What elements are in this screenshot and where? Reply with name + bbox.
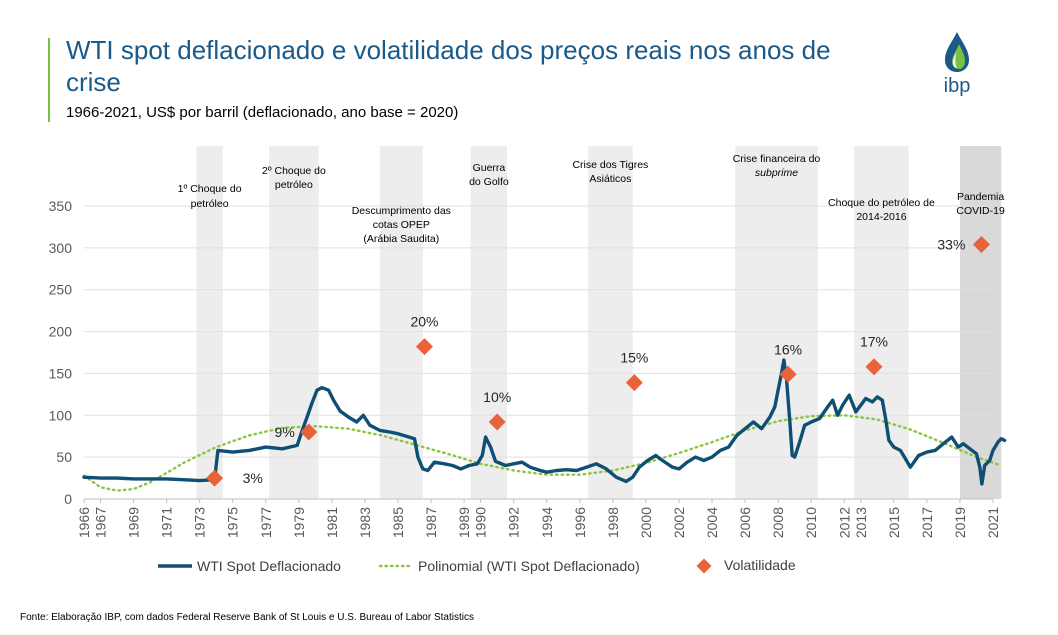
legend-vol-swatch: [696, 558, 712, 574]
legend-wti-label: WTI Spot Deflacionado: [197, 558, 341, 574]
crisis-band-label: COVID-19: [956, 205, 1005, 217]
volatility-marker: [488, 413, 506, 431]
logo-text: ibp: [944, 75, 971, 96]
y-tick-label: 200: [49, 324, 73, 340]
volatility-label: 15%: [620, 350, 648, 366]
crisis-band-label: subprime: [755, 167, 798, 179]
x-tick-label: 2021: [985, 507, 1001, 538]
drop-icon-white: [953, 52, 957, 68]
x-tick-label: 2017: [919, 507, 935, 538]
volatility-marker: [865, 358, 883, 376]
crisis-band-label: Asiáticos: [589, 173, 631, 185]
crisis-band: [735, 146, 818, 499]
crisis-band-label: 2014-2016: [856, 211, 906, 223]
volatility-label: 16%: [774, 341, 802, 357]
crisis-band: [588, 146, 633, 499]
x-tick-label: 2015: [886, 507, 902, 538]
x-tick-label: 2006: [737, 507, 753, 538]
volatility-label: 17%: [860, 334, 888, 350]
crisis-band-label: Pandemia: [957, 191, 1004, 203]
volatility-marker: [625, 374, 643, 392]
page-subtitle: 1966-2021, US$ por barril (deflacionado,…: [66, 104, 459, 121]
crisis-band-label: 1º Choque do: [178, 183, 242, 195]
page-title: WTI spot deflacionado e volatilidade dos…: [66, 35, 831, 97]
x-tick-label: 1992: [506, 507, 522, 538]
volatility-marker: [206, 469, 224, 487]
x-tick-label: 2002: [671, 507, 687, 538]
x-tick-label: 2012: [836, 507, 852, 538]
x-tick-label: 1987: [423, 507, 439, 538]
volatility-label: 33%: [937, 237, 965, 253]
crisis-band-label: Crise financeira do: [733, 153, 821, 165]
volatility-marker: [300, 423, 318, 441]
x-tick-label: 1989: [456, 507, 472, 538]
x-tick-label: 1996: [572, 507, 588, 538]
wti-spot-line: [82, 358, 1007, 486]
volatility-label: 3%: [243, 470, 263, 486]
x-tick-label: 1977: [258, 507, 274, 538]
y-tick-label: 150: [49, 365, 73, 381]
x-tick-label: 1983: [357, 507, 373, 538]
y-tick-label: 350: [49, 198, 73, 214]
x-tick-label: 1981: [324, 507, 340, 538]
x-tick-label: 2019: [952, 507, 968, 538]
x-tick-label: 2010: [803, 507, 819, 538]
y-tick-label: 300: [49, 240, 73, 256]
ibp-logo: ibp: [944, 32, 971, 96]
y-tick-label: 50: [56, 449, 72, 465]
x-tick-label: 1975: [225, 507, 241, 538]
volatility-label: 20%: [410, 314, 438, 330]
crisis-band-label: Crise dos Tigres: [572, 159, 648, 171]
crisis-band: [196, 146, 223, 499]
x-tick-label: 1998: [605, 507, 621, 538]
crisis-band-label: petróleo: [191, 198, 229, 210]
volatility-marker: [972, 236, 990, 254]
crisis-band: [269, 146, 319, 499]
source-note: Fonte: Elaboração IBP, com dados Federal…: [20, 612, 474, 623]
x-tick-label: 1990: [473, 507, 489, 538]
volatility-label: 10%: [483, 389, 511, 405]
x-tick-label: 1979: [291, 507, 307, 538]
crisis-band-label: Descumprimento das: [352, 205, 451, 217]
crisis-band: [959, 146, 1002, 499]
volatility-label: 9%: [275, 424, 295, 440]
y-tick-label: 250: [49, 282, 73, 298]
x-tick-label: 1994: [539, 507, 555, 538]
crisis-band-label: 2º Choque do: [262, 165, 326, 177]
crisis-band-label: Guerra: [473, 162, 506, 174]
x-tick-label: 1969: [126, 507, 142, 538]
crisis-band: [854, 146, 909, 499]
volatility-marker: [779, 365, 797, 383]
x-tick-label: 1985: [390, 507, 406, 538]
x-tick-label: 1973: [192, 507, 208, 538]
legend-vol-label: Volatilidade: [724, 557, 796, 573]
y-tick-label: 100: [49, 407, 73, 423]
x-tick-label: 1966: [76, 507, 92, 538]
x-tick-label: 1971: [159, 507, 175, 538]
crisis-band-label: Choque do petróleo de: [828, 197, 935, 209]
volatility-marker: [415, 338, 433, 356]
x-tick-label: 2000: [638, 507, 654, 538]
x-tick-label: 2004: [704, 507, 720, 538]
x-tick-label: 2008: [770, 507, 786, 538]
x-tick-label: 1967: [93, 507, 109, 538]
crisis-band-label: do Golfo: [469, 176, 509, 188]
x-tick-label: 2013: [853, 507, 869, 538]
crisis-band-label: petróleo: [275, 179, 313, 191]
crisis-band-label: (Arábia Saudita): [363, 233, 439, 245]
crisis-band-label: cotas OPEP: [373, 219, 430, 231]
y-tick-label: 0: [64, 491, 72, 507]
title-accent-bar: [48, 38, 50, 122]
legend-poly-label: Polinomial (WTI Spot Deflacionado): [418, 558, 640, 574]
